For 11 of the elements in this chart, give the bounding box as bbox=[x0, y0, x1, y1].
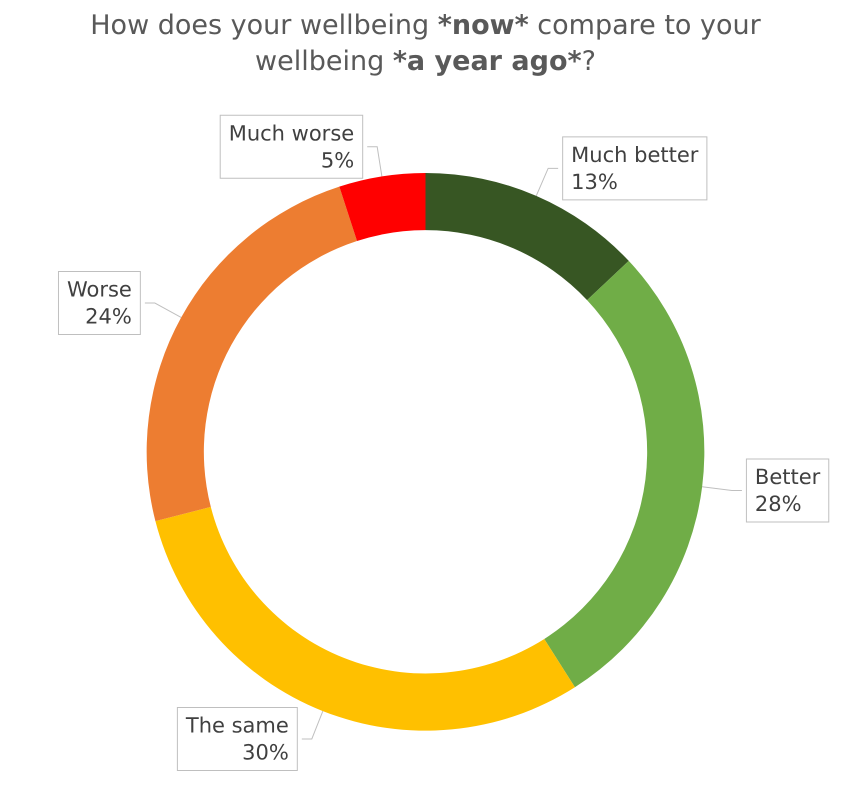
data-label: 28% bbox=[754, 492, 802, 516]
data-label: 30% bbox=[242, 740, 289, 764]
slice-label: Much worse bbox=[228, 121, 354, 146]
chart-title: How does your wellbeing *now* compare to your wellbeing *a year ago*? bbox=[90, 10, 761, 77]
slice-label: Worse bbox=[66, 278, 132, 302]
data-label: 13% bbox=[571, 170, 618, 194]
slice-label: Better bbox=[754, 465, 821, 490]
slice-label: Much better bbox=[571, 142, 699, 167]
slice-label: The same bbox=[184, 713, 289, 738]
data-label: 24% bbox=[85, 304, 132, 329]
data-label: 5% bbox=[320, 148, 354, 172]
